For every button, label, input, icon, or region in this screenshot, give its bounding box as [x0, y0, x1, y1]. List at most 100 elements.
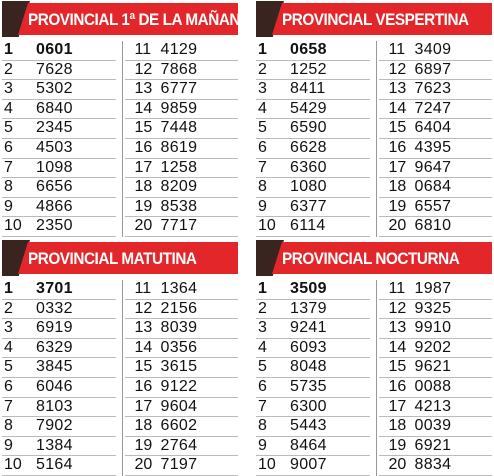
result-position: 10: [4, 456, 22, 474]
result-row: 12 9325: [378, 299, 492, 320]
result-row: 20 7717: [124, 217, 238, 237]
result-number: 1364: [160, 280, 198, 297]
result-position: 1: [4, 280, 13, 297]
result-row: 11 1364: [124, 280, 238, 300]
result-position: 16: [388, 377, 407, 395]
result-position: 7: [4, 158, 13, 176]
result-number: 0039: [414, 417, 452, 435]
result-position: 13: [388, 80, 407, 98]
result-position: 3: [4, 319, 13, 337]
result-row: 16 0088: [378, 377, 492, 398]
result-row: 12 6897: [378, 61, 492, 81]
result-position: 4: [4, 99, 13, 117]
result-row: 15 7448: [124, 119, 238, 139]
result-row: 18 6602: [124, 417, 238, 437]
result-row: 1 3509: [256, 280, 370, 300]
result-position: 8: [4, 417, 13, 435]
result-number: 9202: [414, 338, 452, 356]
result-row: 3 6919: [2, 319, 116, 339]
result-position: 11: [388, 280, 406, 297]
result-number: 6360: [290, 158, 327, 176]
result-row: 6 6046: [2, 378, 116, 398]
result-number: 0356: [160, 338, 198, 356]
result-row: 10 5164: [2, 456, 116, 476]
result-row: 17 9647: [378, 159, 492, 179]
results-columns: 1 3509 2 1379 3 9241 4 6093 5 8048 6 5735 7 6300 8 5443…: [256, 280, 492, 476]
result-number: 9621: [414, 358, 452, 376]
result-position: 19: [388, 436, 407, 454]
result-row: 9 6377: [256, 198, 370, 218]
result-number: 6656: [36, 178, 73, 196]
result-number: 4395: [414, 138, 452, 156]
result-row: 14 9202: [378, 338, 492, 359]
result-row: 8 6656: [2, 178, 116, 198]
result-row: 18 8209: [124, 178, 238, 198]
result-position: 18: [134, 417, 153, 435]
result-position: 20: [388, 217, 407, 235]
result-row: 10 6114: [256, 217, 370, 237]
result-position: 14: [134, 99, 153, 117]
results-column-right: 11 1987 12 9325 13 9910 14 9202 15 9621 16 0088 17 42…: [375, 280, 492, 476]
result-number: 6840: [36, 99, 73, 117]
result-number: 6300: [290, 397, 327, 415]
results-column-left: 1 3701 2 0332 3 6919 4 6329 5 3845 6 6046 7 8103 8 7902…: [2, 280, 116, 476]
result-position: 5: [4, 358, 13, 376]
result-row: 17 9604: [124, 398, 238, 418]
result-position: 20: [134, 456, 153, 474]
result-row: 13 6777: [124, 80, 238, 100]
result-position: 12: [134, 299, 153, 317]
result-position: 14: [134, 338, 153, 356]
result-number: 7902: [36, 417, 73, 435]
result-row: 8 1080: [256, 178, 370, 198]
result-row: 4 6093: [256, 339, 370, 359]
result-row: 15 6404: [378, 119, 492, 139]
result-position: 16: [134, 377, 153, 395]
result-number: 9910: [414, 319, 452, 337]
result-number: 1080: [290, 178, 327, 196]
result-number: 6777: [160, 80, 198, 98]
result-position: 15: [388, 358, 407, 376]
result-number: 6404: [414, 119, 452, 137]
result-position: 9: [258, 197, 267, 215]
result-number: 7623: [414, 80, 452, 98]
result-row: 3 8411: [256, 80, 370, 100]
result-position: 11: [134, 41, 152, 58]
result-number: 6921: [414, 436, 452, 454]
result-row: 7 1098: [2, 159, 116, 179]
result-number: 5443: [290, 417, 327, 435]
result-row: 8 7902: [2, 417, 116, 437]
result-position: 18: [388, 417, 407, 435]
result-position: 19: [134, 197, 153, 215]
result-row: 7 8103: [2, 398, 116, 418]
result-number: 0601: [36, 41, 73, 58]
result-position: 6: [258, 377, 267, 395]
result-position: 9: [4, 436, 13, 454]
header-band: [272, 242, 492, 274]
result-row: 19 6921: [378, 436, 492, 457]
result-row: 12 2156: [124, 299, 238, 320]
result-row: 2 7628: [2, 61, 116, 81]
result-number: 6919: [36, 319, 73, 337]
header-band: [18, 242, 238, 274]
result-position: 10: [258, 217, 276, 235]
result-number: 2345: [36, 119, 73, 137]
result-row: 19 2764: [124, 437, 238, 457]
results-column-right: 11 4129 12 7868 13 6777 14 9859 15 7448 16 8619 17 12…: [121, 41, 238, 237]
result-number: 0088: [414, 377, 452, 395]
result-number: 6810: [414, 217, 452, 235]
result-position: 12: [388, 299, 407, 317]
result-row: 2 1252: [256, 61, 370, 81]
result-position: 2: [4, 60, 13, 78]
result-row: 11 3409: [378, 41, 492, 61]
result-position: 6: [4, 138, 13, 156]
result-number: 6590: [290, 119, 327, 137]
result-position: 16: [388, 138, 407, 156]
result-position: 2: [258, 60, 267, 78]
result-row: 17 4213: [378, 398, 492, 418]
result-position: 2: [4, 299, 13, 317]
result-number: 1252: [290, 60, 327, 78]
result-position: 20: [388, 456, 407, 474]
result-position: 14: [388, 338, 407, 356]
result-row: 6 5735: [256, 378, 370, 398]
results-columns: 1 0658 2 1252 3 8411 4 5429 5 6590 6 6628 7 6360 8 1080…: [256, 41, 492, 237]
